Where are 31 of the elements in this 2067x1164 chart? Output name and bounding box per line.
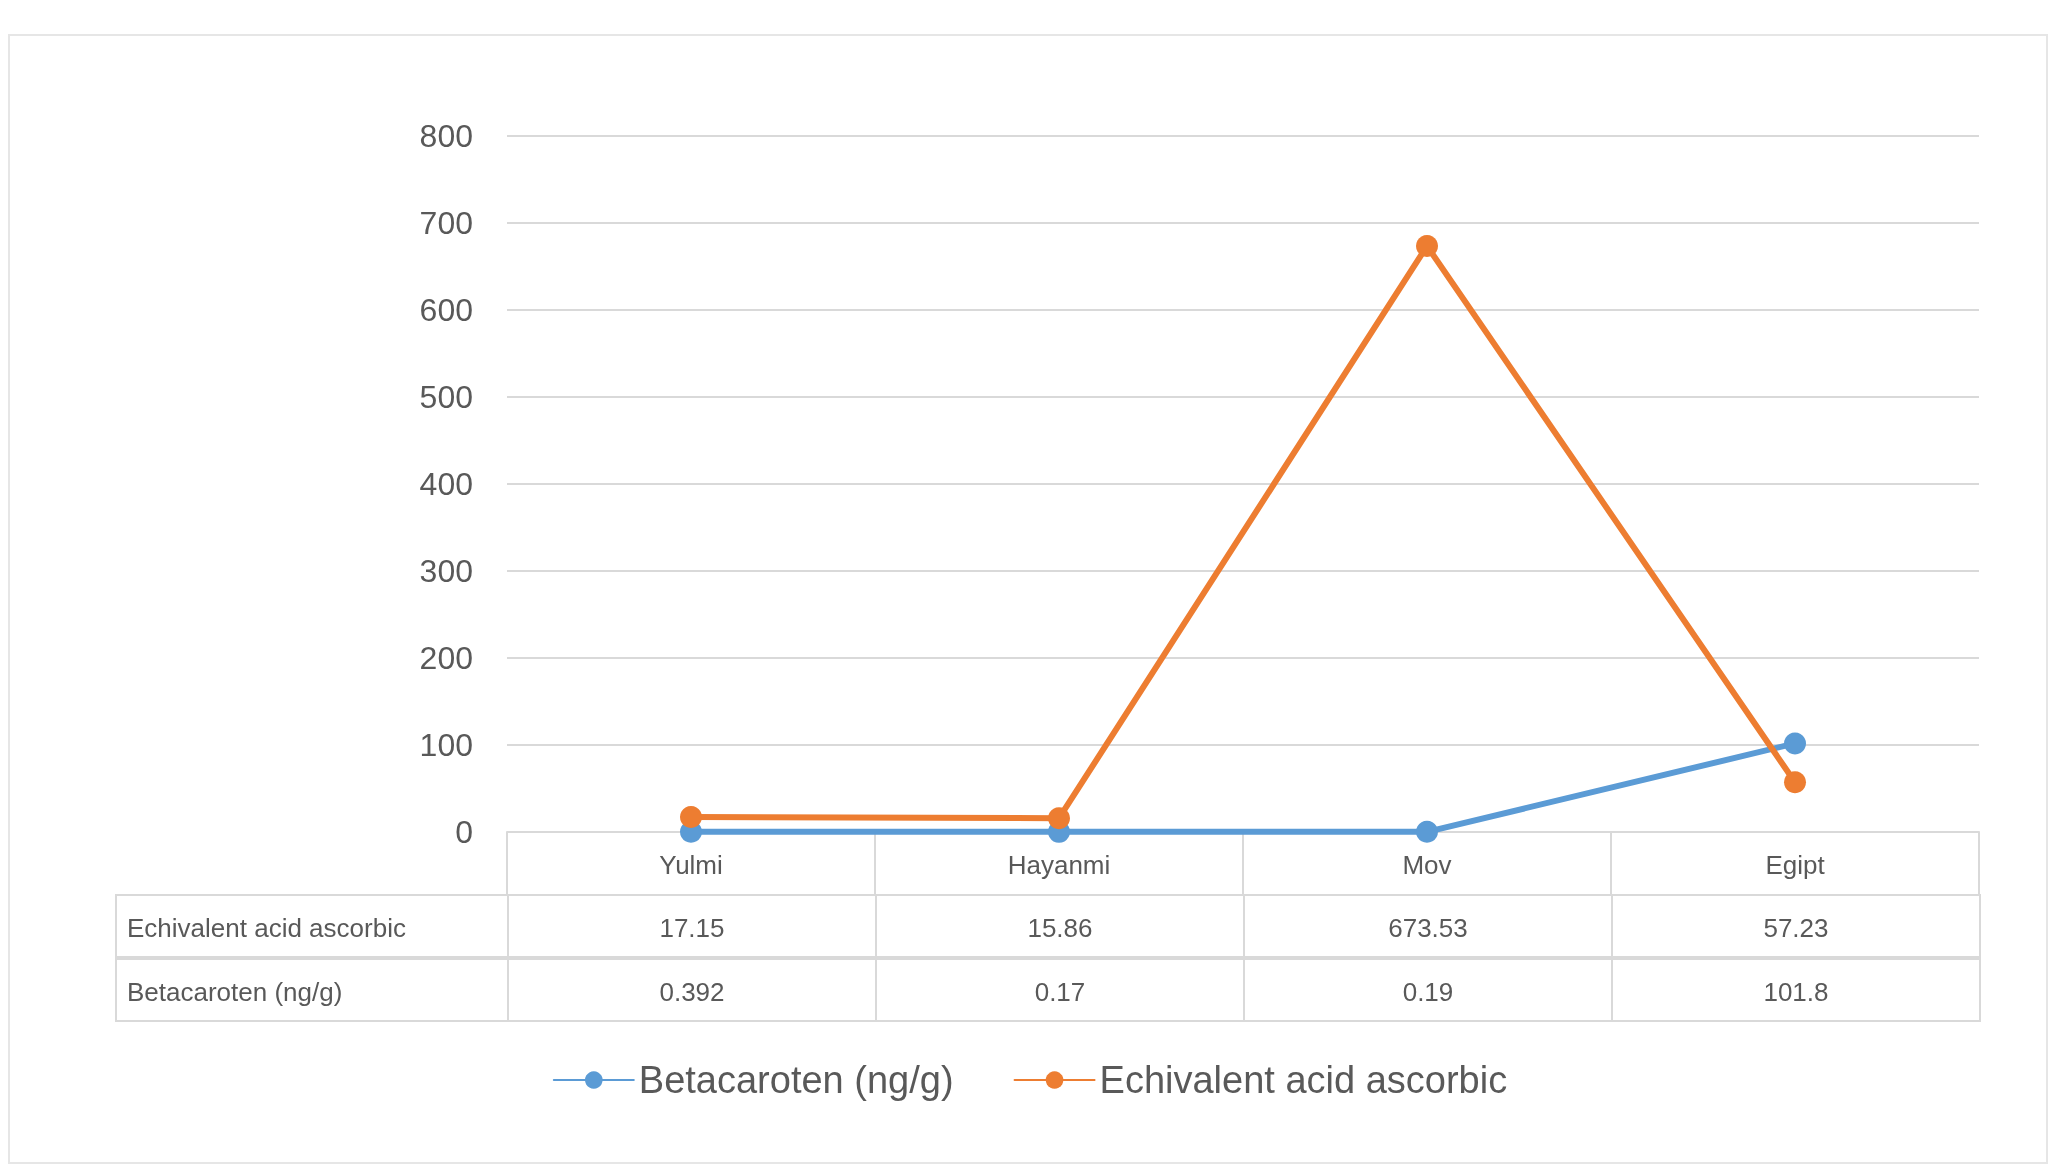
data-label: 15.86 xyxy=(875,894,1245,958)
x-tick-label: Egipt xyxy=(1765,850,1826,880)
point xyxy=(1784,732,1806,755)
point xyxy=(1416,820,1438,843)
data-label: 17.15 xyxy=(507,894,877,958)
y-tick-label: 0 xyxy=(455,814,473,850)
x-tick-label: Yulmi xyxy=(659,850,723,880)
point xyxy=(680,806,702,829)
y-tick-label: 400 xyxy=(419,466,473,502)
x-tick-label: Hayanmi xyxy=(1007,850,1111,880)
point xyxy=(1416,235,1438,258)
point xyxy=(1784,771,1806,794)
point xyxy=(1048,807,1070,830)
legend-label: Echivalent acid ascorbic xyxy=(1099,1059,1508,1101)
y-tick-label: 500 xyxy=(419,379,473,415)
y-tick-label: 100 xyxy=(419,727,473,763)
y-tick-label: 800 xyxy=(419,118,473,154)
data-label: 0.17 xyxy=(875,958,1245,1022)
y-tick-label: 700 xyxy=(419,205,473,241)
y-tick-label: 600 xyxy=(419,292,473,328)
y-tick-label: 300 xyxy=(419,553,473,589)
x-tick-label: Mov xyxy=(1402,850,1452,880)
legend-label: Betacaroten (ng/g) xyxy=(638,1059,954,1101)
text: Betacaroten (ng/g) xyxy=(127,977,343,1007)
data-label: 57.23 xyxy=(1611,894,1981,958)
data-label: 673.53 xyxy=(1243,894,1613,958)
text: Echivalent acid ascorbic xyxy=(127,913,406,943)
data-label: 101.8 xyxy=(1611,958,1981,1022)
data-label: 0.392 xyxy=(507,958,877,1022)
y-tick-label: 200 xyxy=(419,640,473,676)
data-label: 0.19 xyxy=(1243,958,1613,1022)
